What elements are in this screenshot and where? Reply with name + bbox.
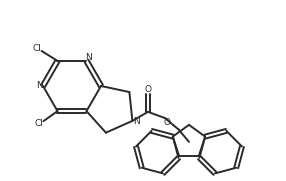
Text: N: N	[85, 53, 92, 62]
Text: N: N	[37, 81, 43, 90]
Text: O: O	[163, 117, 170, 127]
Text: Cl: Cl	[32, 44, 41, 53]
Text: O: O	[144, 85, 152, 94]
Text: N: N	[133, 117, 140, 126]
Text: Cl: Cl	[34, 119, 43, 128]
